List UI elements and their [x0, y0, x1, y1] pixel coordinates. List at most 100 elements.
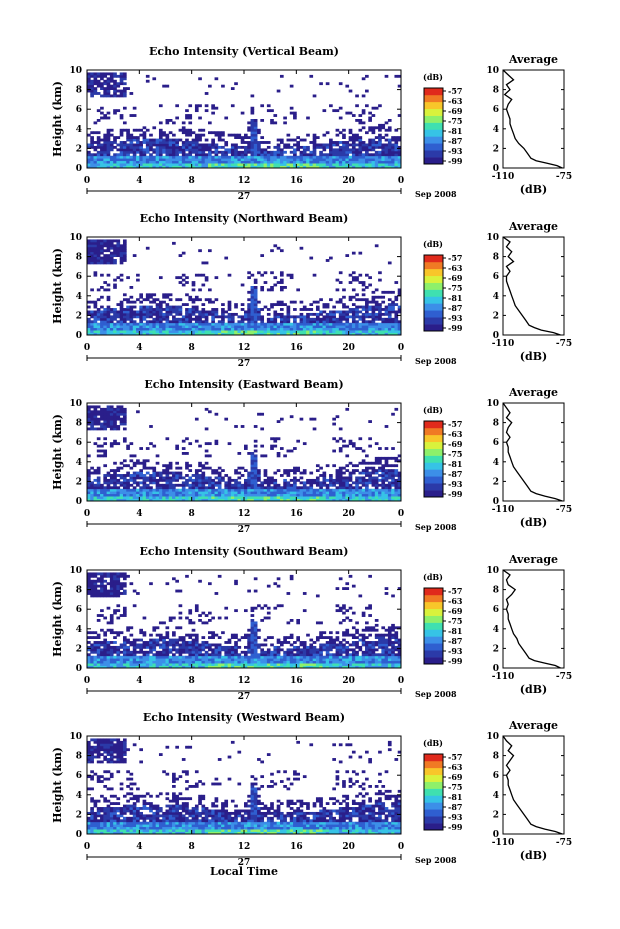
heatmap-cell: [345, 317, 350, 321]
heatmap-cell: [136, 155, 140, 159]
heatmap-cell: [201, 133, 206, 137]
heatmap-cell: [132, 461, 137, 465]
heatmap-cell: [165, 141, 170, 144]
heatmap-cell: [263, 332, 268, 336]
heatmap-cell: [136, 325, 140, 329]
heatmap-cell: [299, 320, 304, 324]
heatmap-cell: [122, 158, 127, 162]
heatmap-cell: [247, 158, 251, 162]
heatmap-cell: [152, 158, 157, 162]
heatmap-cell: [122, 77, 127, 81]
heatmap-cell: [355, 483, 359, 487]
heatmap-cell: [361, 481, 366, 485]
average-y-tick-label: 0: [493, 164, 499, 174]
heatmap-cell: [132, 655, 137, 659]
heatmap-cell: [178, 643, 183, 647]
heatmap-cell: [106, 298, 111, 302]
heatmap-cell: [335, 481, 340, 485]
heatmap-cell: [106, 155, 111, 159]
heatmap-cell: [126, 315, 130, 319]
heatmap-cell: [96, 84, 101, 88]
heatmap-cell: [100, 116, 104, 120]
heatmap-cell: [253, 305, 258, 309]
heatmap-cell: [139, 660, 143, 664]
heatmap-cell: [230, 150, 235, 154]
heatmap-cell: [293, 327, 297, 331]
heatmap-cell: [329, 160, 333, 164]
heatmap-cell: [322, 315, 327, 319]
heatmap-cell: [319, 320, 323, 324]
heatmap-cell: [139, 493, 143, 497]
heatmap-cell: [149, 293, 153, 297]
heatmap-cell: [325, 330, 330, 333]
heatmap-cell: [371, 165, 376, 169]
heatmap-cell: [188, 658, 193, 662]
heatmap-cell: [132, 300, 137, 304]
heatmap-cell: [378, 143, 382, 147]
heatmap-cell: [103, 633, 108, 637]
heatmap-cell: [260, 320, 265, 324]
heatmap-cell: [394, 148, 399, 152]
heatmap-cell: [90, 592, 94, 595]
heatmap-cell: [172, 660, 176, 664]
heatmap-cell: [374, 496, 379, 499]
heatmap-cell: [253, 488, 258, 492]
heatmap-cell: [306, 317, 310, 321]
heatmap-cell: [149, 481, 153, 485]
heatmap-cell: [345, 84, 350, 88]
heatmap-cell: [342, 160, 346, 164]
heatmap-cell: [253, 449, 258, 453]
heatmap-cell: [263, 327, 268, 331]
heatmap-cell: [93, 305, 98, 309]
heatmap-cell: [289, 478, 294, 482]
heatmap-cell: [309, 74, 314, 78]
heatmap-cell: [374, 486, 379, 490]
heatmap-cell: [227, 320, 232, 324]
heatmap-cell: [201, 160, 206, 164]
heatmap-cell: [234, 155, 238, 159]
heatmap-cell: [299, 476, 304, 480]
heatmap-cell: [394, 153, 399, 157]
heatmap-cell: [188, 322, 193, 326]
heatmap-cell: [338, 163, 343, 166]
heatmap-cell: [250, 123, 255, 127]
heatmap-cell: [221, 663, 225, 666]
heatmap-cell: [368, 116, 372, 120]
heatmap-cell: [263, 498, 268, 502]
heatmap-cell: [172, 305, 176, 309]
heatmap-cell: [217, 474, 222, 477]
heatmap-cell: [250, 461, 255, 465]
heatmap-cell: [335, 325, 340, 329]
heatmap-cell: [103, 572, 108, 576]
heatmap-cell: [116, 148, 121, 152]
heatmap-cell: [397, 330, 402, 333]
heatmap-cell: [181, 273, 186, 277]
heatmap-cell: [306, 148, 310, 152]
heatmap-cell: [293, 116, 297, 120]
heatmap-cell: [198, 133, 202, 137]
heatmap-cell: [139, 650, 143, 654]
heatmap-cell: [230, 153, 235, 157]
heatmap-cell: [122, 322, 127, 326]
heatmap-cell: [93, 641, 98, 644]
heatmap-cell: [391, 491, 395, 495]
heatmap-cell: [178, 474, 183, 477]
heatmap-cell: [365, 488, 369, 492]
heatmap-cell: [185, 163, 189, 166]
heatmap-cell: [136, 128, 140, 132]
heatmap-cell: [279, 165, 284, 169]
heatmap-cell: [181, 447, 186, 450]
heatmap-cell: [358, 317, 363, 321]
heatmap-cell: [96, 165, 101, 169]
heatmap-cell: [244, 133, 248, 137]
heatmap-cell: [394, 456, 399, 460]
heatmap-cell: [208, 163, 212, 166]
heatmap-cell: [181, 317, 186, 321]
heatmap-cell: [260, 165, 265, 169]
heatmap-cell: [279, 486, 284, 490]
heatmap-cell: [355, 94, 359, 98]
heatmap-cell: [198, 317, 202, 321]
heatmap-cell: [100, 77, 104, 81]
heatmap-cell: [96, 155, 101, 159]
heatmap-cell: [329, 141, 333, 144]
